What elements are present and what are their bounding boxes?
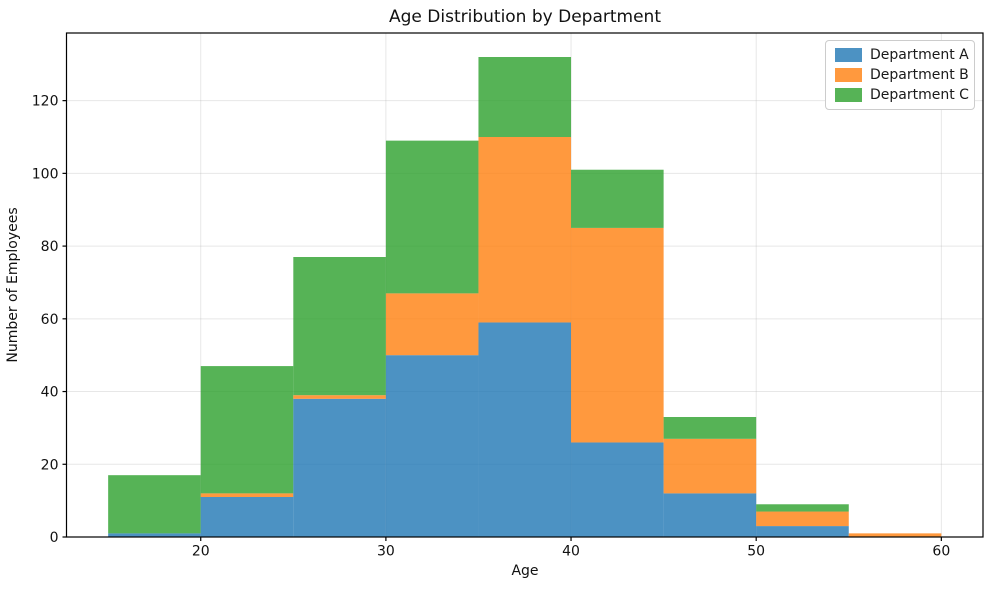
bar-segment-series-0-bin-5 bbox=[571, 442, 664, 537]
bar-segment-series-0-bin-1 bbox=[200, 497, 294, 537]
bar-segment-series-0-bin-7 bbox=[756, 526, 849, 537]
bar-segment-series-1-bin-2 bbox=[293, 395, 386, 399]
bar-segment-series-2-bin-0 bbox=[108, 475, 201, 534]
x-axis-label: Age bbox=[511, 563, 539, 579]
bar-segment-series-1-bin-8 bbox=[848, 533, 942, 537]
y-tick-label: 80 bbox=[41, 239, 59, 255]
y-tick-label: 40 bbox=[41, 385, 59, 401]
plot-border bbox=[65, 32, 984, 538]
legend-swatch-department-c bbox=[835, 88, 862, 102]
legend-item-department-b: Department B bbox=[835, 67, 969, 83]
legend-item-department-c: Department C bbox=[835, 87, 969, 103]
legend: Department A Department B Department C bbox=[825, 40, 975, 110]
y-tick-label: 120 bbox=[32, 94, 59, 110]
bar-segment-series-2-bin-7 bbox=[756, 504, 849, 512]
bars bbox=[108, 57, 942, 537]
x-tick-label: 20 bbox=[192, 544, 210, 560]
axes-spines bbox=[65, 32, 984, 538]
y-tick-label: 60 bbox=[41, 312, 59, 328]
bar-segment-series-2-bin-2 bbox=[293, 257, 386, 396]
x-tick-label: 50 bbox=[747, 544, 765, 560]
legend-label-department-a: Department A bbox=[870, 47, 969, 63]
y-tick-label: 0 bbox=[50, 530, 59, 546]
bar-segment-series-1-bin-6 bbox=[663, 438, 757, 494]
bar-segment-series-0-bin-0 bbox=[108, 533, 201, 537]
bar-segment-series-1-bin-5 bbox=[571, 227, 664, 443]
x-tick-label: 30 bbox=[377, 544, 395, 560]
bar-segment-series-1-bin-4 bbox=[478, 137, 572, 323]
y-tick-label: 100 bbox=[32, 166, 59, 182]
legend-swatch-department-a bbox=[835, 48, 862, 62]
bar-segment-series-2-bin-4 bbox=[478, 57, 572, 137]
chart-title: Age Distribution by Department bbox=[389, 7, 661, 27]
bar-segment-series-1-bin-7 bbox=[756, 511, 849, 527]
bar-segment-series-0-bin-6 bbox=[663, 493, 757, 537]
bar-segment-series-2-bin-3 bbox=[385, 140, 479, 294]
bar-segment-series-0-bin-2 bbox=[293, 398, 386, 537]
legend-item-department-a: Department A bbox=[835, 47, 969, 63]
legend-label-department-c: Department C bbox=[870, 87, 969, 103]
axis-ticks: 20 30 40 50 60 0 20 40 60 80 100 120 bbox=[32, 94, 950, 560]
bar-segment-series-1-bin-3 bbox=[385, 293, 479, 356]
legend-swatch-department-b bbox=[835, 68, 862, 82]
y-tick-label: 20 bbox=[41, 457, 59, 473]
bar-segment-series-2-bin-6 bbox=[663, 417, 757, 439]
bar-segment-series-1-bin-1 bbox=[200, 493, 294, 497]
bar-segment-series-2-bin-1 bbox=[200, 366, 294, 494]
bar-segment-series-0-bin-3 bbox=[385, 355, 479, 537]
bar-segment-series-0-bin-4 bbox=[478, 322, 572, 537]
x-tick-label: 60 bbox=[932, 544, 950, 560]
x-tick-label: 40 bbox=[562, 544, 580, 560]
bar-segment-series-2-bin-5 bbox=[571, 169, 664, 228]
legend-label-department-b: Department B bbox=[870, 67, 969, 83]
